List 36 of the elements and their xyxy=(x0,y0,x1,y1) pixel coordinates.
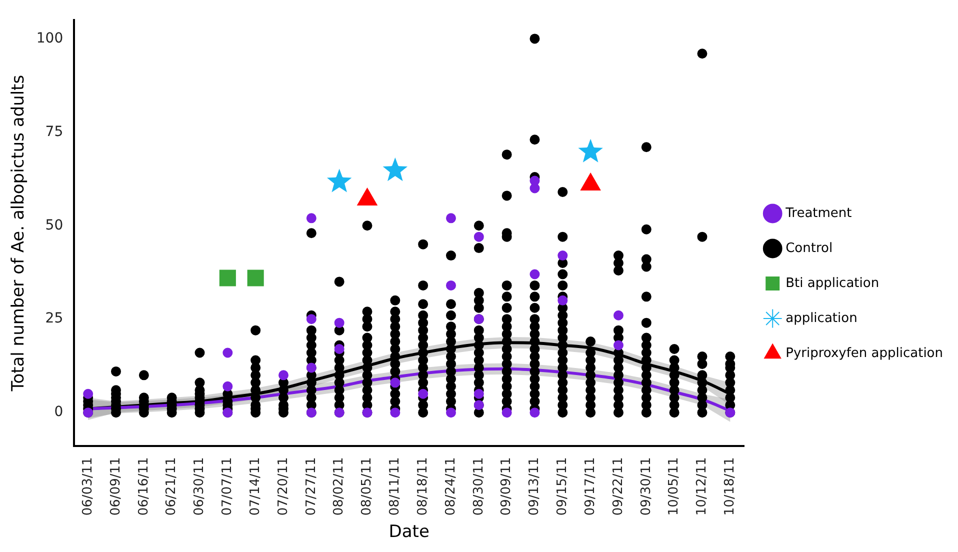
x-tick-label: 09/17/11 xyxy=(582,457,598,516)
x-tick-label: 09/13/11 xyxy=(527,457,542,516)
x-tick-label: 07/14/11 xyxy=(248,457,263,516)
x-tick-label: 08/02/11 xyxy=(332,457,347,516)
x-tick-label: 08/11/11 xyxy=(388,457,403,516)
y-tick-label: 75 xyxy=(45,124,64,140)
x-tick-label: 09/15/11 xyxy=(555,457,570,516)
x-tick-label: 10/18/11 xyxy=(722,457,738,516)
x-tick-label: 08/24/11 xyxy=(443,457,458,516)
x-tick-label: 08/05/11 xyxy=(360,457,375,516)
y-axis-title: Total number of Ae. albopictus adults xyxy=(8,74,29,392)
y-tick-label: 100 xyxy=(36,30,64,46)
legend-label: Pyriproxyfen application xyxy=(786,346,944,361)
x-tick-label: 09/22/11 xyxy=(610,457,626,516)
x-tick-label: 10/12/11 xyxy=(694,457,710,516)
x-tick-label: 06/16/11 xyxy=(136,457,152,516)
x-tick-label: 06/30/11 xyxy=(192,457,208,516)
x-tick-label: 09/09/11 xyxy=(499,457,514,516)
x-tick-label: 06/21/11 xyxy=(164,457,180,516)
y-tick-label: 0 xyxy=(54,404,64,420)
legend-label: Bti application xyxy=(786,276,880,291)
x-tick-label: 06/09/11 xyxy=(108,457,124,516)
x-tick-label: 10/05/11 xyxy=(666,457,682,516)
legend-label: Control xyxy=(786,240,833,256)
x-tick-label: 06/03/11 xyxy=(80,457,96,516)
legend-label: application xyxy=(786,310,858,326)
x-tick-label: 09/30/11 xyxy=(638,457,654,516)
x-tick-label: 07/27/11 xyxy=(304,457,319,516)
x-tick-label: 07/07/11 xyxy=(220,457,236,516)
x-tick-label: 08/30/11 xyxy=(471,457,486,516)
x-axis-title: Date xyxy=(388,522,430,542)
legend-label: Treatment xyxy=(784,206,852,221)
y-tick-label: 50 xyxy=(45,217,64,234)
x-tick-label: 08/18/11 xyxy=(415,457,430,516)
x-tick-label: 07/20/11 xyxy=(276,457,291,516)
y-tick-label: 25 xyxy=(45,310,64,327)
